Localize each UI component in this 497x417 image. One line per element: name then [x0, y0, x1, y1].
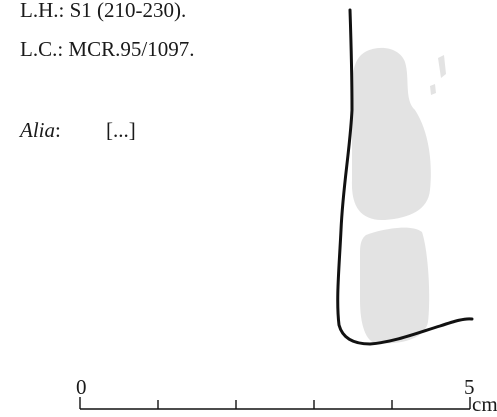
lh-line: L.H.: S1 (210-230).: [20, 0, 187, 22]
scale-start-label: 0: [76, 375, 87, 399]
scale-end-value: 5: [464, 375, 475, 399]
residue-patch-lower: [360, 227, 430, 344]
alia-colon: :: [55, 118, 61, 142]
scale-unit-label: cm: [472, 392, 497, 416]
residue-fleck: [438, 55, 446, 78]
scale-end-label: 5: [464, 376, 475, 398]
alia-value: [...]: [106, 118, 136, 142]
lc-line: L.C.: MCR.95/1097.: [20, 37, 195, 61]
alia-label: Alia: [20, 118, 55, 142]
residue-patch-upper: [351, 47, 431, 221]
sherd-profile-outline: [336, 8, 474, 346]
alia-row: Alia:: [20, 118, 61, 142]
residue-dot: [430, 84, 436, 95]
scale-bar: [79, 397, 471, 410]
